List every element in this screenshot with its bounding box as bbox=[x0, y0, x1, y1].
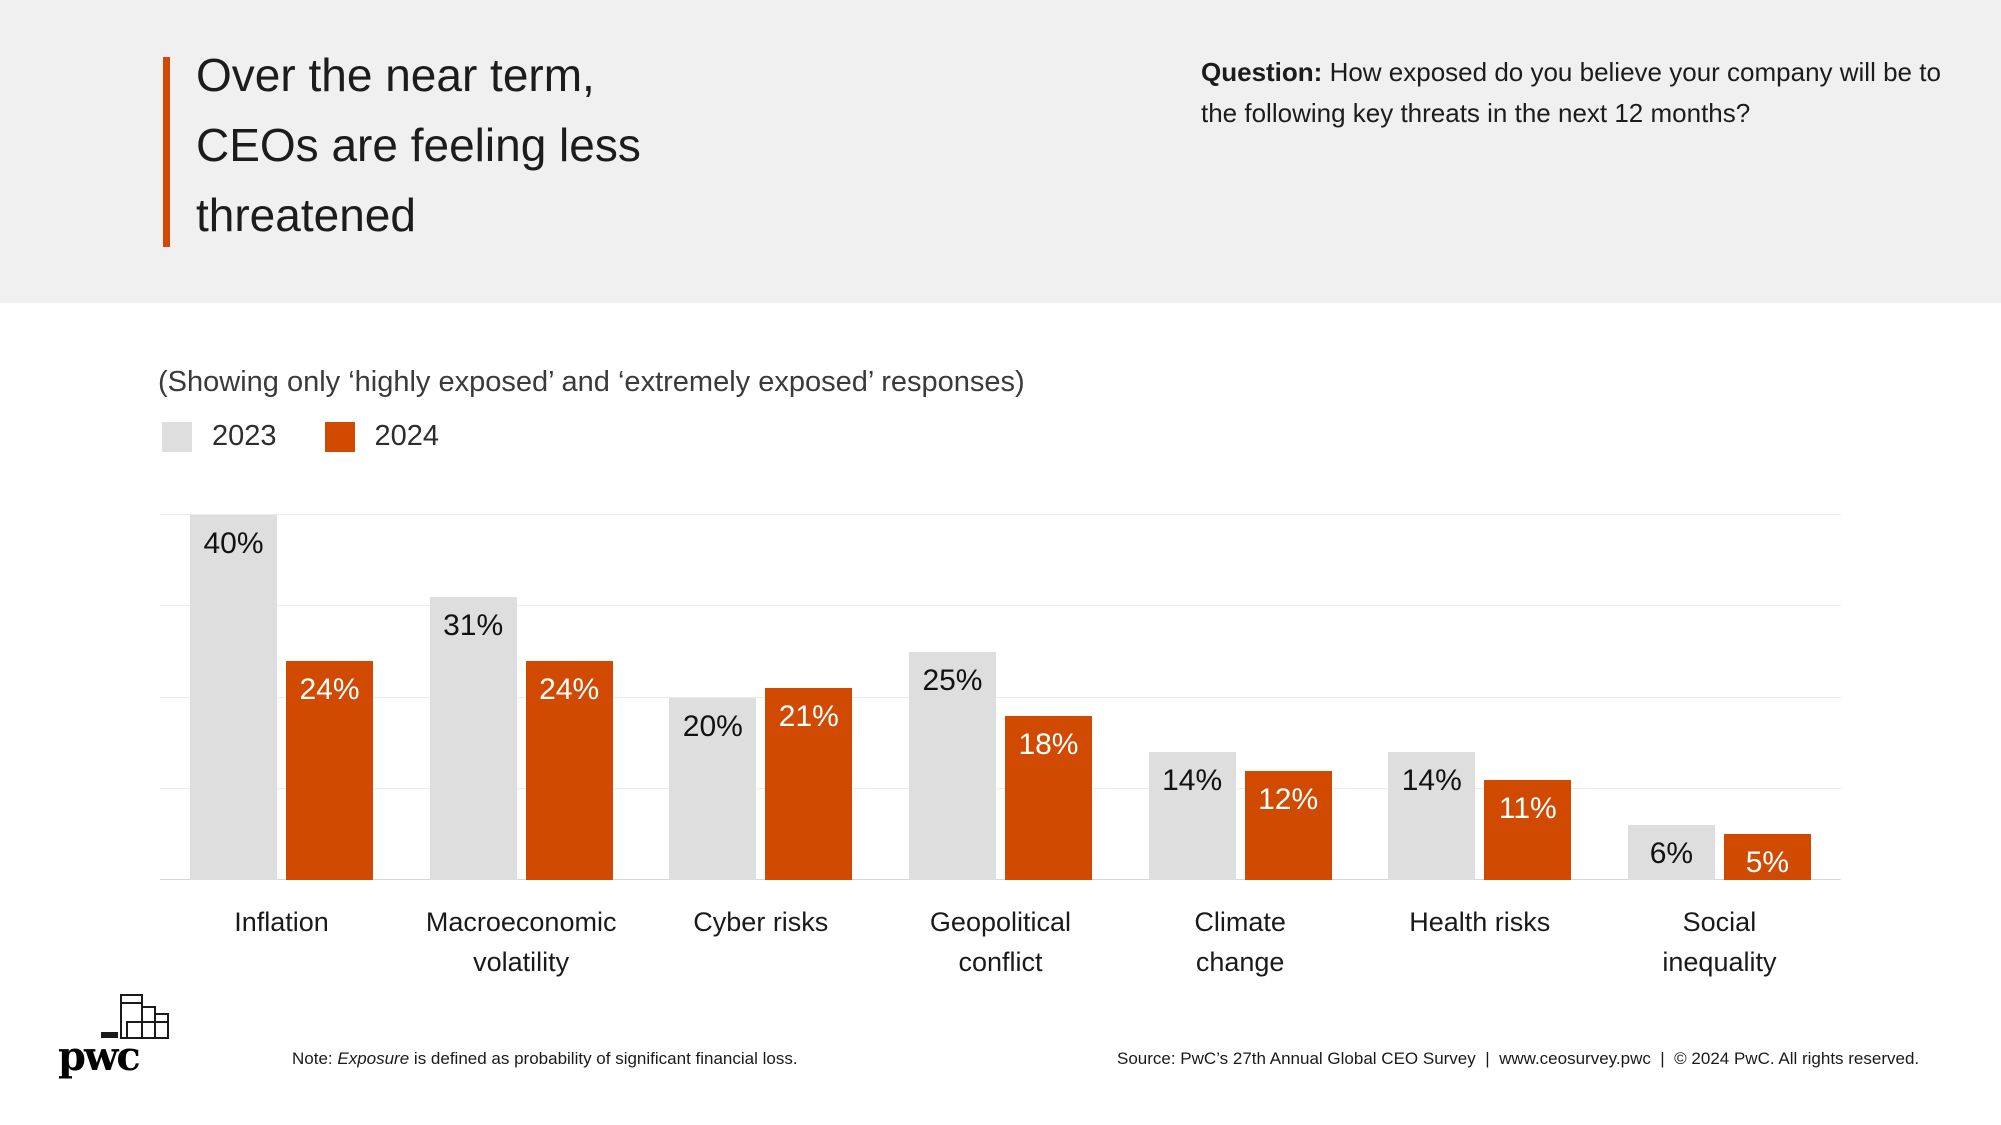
source-line: Source: PwC’s 27th Annual Global CEO Sur… bbox=[1117, 1049, 1920, 1068]
bar-2024-health-risks: 11% bbox=[1484, 779, 1572, 880]
legend-swatch-2024 bbox=[324, 421, 355, 452]
legend-label: 2024 bbox=[374, 420, 440, 452]
bar-2023-inflation: 40% bbox=[190, 515, 277, 880]
gridline-0 bbox=[160, 879, 1841, 880]
category-label-text: Inflation bbox=[234, 907, 329, 937]
category-label-health-risks: Health risks bbox=[1388, 902, 1571, 982]
bar-2024-climate-change: 12% bbox=[1244, 770, 1332, 880]
bar-2023-cyber-risks: 20% bbox=[669, 697, 757, 880]
legend-item-2023: 2023 bbox=[162, 420, 277, 453]
bar-2024-cyber-risks: 21% bbox=[765, 688, 853, 880]
bar-value-label: 5% bbox=[1745, 846, 1790, 880]
footnote-term: Exposure bbox=[337, 1049, 410, 1068]
bar-group-climate-change: 14% 12% bbox=[1148, 752, 1332, 880]
category-label-geopolitical-conflict: Geopolitical conflict bbox=[909, 902, 1092, 982]
legend-label: 2023 bbox=[212, 420, 277, 452]
chart-subtitle: (Showing only ‘highly exposed’ and ‘extr… bbox=[158, 366, 1025, 398]
bar-value-label: 11% bbox=[1498, 791, 1557, 825]
pwc-logo-icon bbox=[101, 994, 169, 1039]
bar-2024-inflation: 24% bbox=[286, 661, 373, 880]
plot-area: 40% 24% 31% 24% 20% 21% 25% 18% 14% 12% 14% 11% 6% 5% bbox=[160, 515, 1841, 880]
footnote-rest: is defined as probability of significant… bbox=[409, 1049, 798, 1068]
footnote: Note: Exposure is defined as probability… bbox=[292, 1049, 798, 1069]
category-label-text: Health risks bbox=[1409, 907, 1551, 937]
category-label-climate-change: Climate change bbox=[1149, 902, 1332, 982]
category-label-inflation: Inflation bbox=[190, 902, 373, 982]
bar-value-label: 6% bbox=[1649, 837, 1694, 871]
header-band: Over the near term, CEOs are feeling les… bbox=[0, 0, 2001, 303]
bar-2023-macroeconomic-volatility: 31% bbox=[429, 597, 517, 880]
gridline-30 bbox=[160, 605, 1841, 607]
category-label-text: Climate change bbox=[1194, 907, 1286, 977]
bar-2023-health-risks: 14% bbox=[1388, 752, 1476, 880]
category-label-cyber-risks: Cyber risks bbox=[669, 902, 852, 982]
bar-value-label: 14% bbox=[1401, 764, 1462, 798]
category-label-text: Social inequality bbox=[1662, 907, 1777, 977]
bar-value-label: 31% bbox=[443, 609, 504, 643]
bar-value-label: 40% bbox=[203, 527, 264, 560]
legend-item-2024: 2024 bbox=[324, 420, 440, 453]
footnote-label: Note: bbox=[292, 1049, 338, 1068]
bar-group-health-risks: 14% 11% bbox=[1388, 752, 1572, 880]
bar-group-geopolitical-conflict: 25% 18% bbox=[908, 651, 1092, 880]
category-label-text: Cyber risks bbox=[693, 907, 829, 937]
bar-2024-geopolitical-conflict: 18% bbox=[1004, 715, 1092, 880]
bar-value-label: 24% bbox=[299, 673, 360, 706]
gridline-10 bbox=[160, 787, 1841, 789]
legend-swatch-2023 bbox=[162, 421, 192, 452]
pwc-logo-wordmark: pwc bbox=[58, 1033, 141, 1080]
bar-value-label: 21% bbox=[778, 700, 839, 734]
bar-2024-social-inequality: 5% bbox=[1723, 834, 1811, 880]
question-label: Question: bbox=[1201, 57, 1323, 87]
bar-value-label: 18% bbox=[1018, 727, 1079, 761]
question-text: Question: How exposed do you believe you… bbox=[1201, 52, 1949, 134]
title-accent-bar bbox=[163, 57, 170, 247]
bar-value-label: 20% bbox=[682, 709, 743, 743]
gridline-20 bbox=[160, 696, 1841, 698]
bar-value-label: 12% bbox=[1258, 782, 1319, 816]
bar-group-social-inequality: 6% 5% bbox=[1627, 825, 1811, 880]
bar-chart: 40% 24% 31% 24% 20% 21% 25% 18% 14% 12% 14% 11% 6% 5% bbox=[160, 514, 1841, 880]
bar-value-label: 25% bbox=[922, 663, 983, 697]
gridline-40 bbox=[160, 514, 1841, 515]
legend: 2023 2024 bbox=[162, 420, 439, 453]
bar-2024-macroeconomic-volatility: 24% bbox=[525, 661, 613, 880]
category-label-text: Geopolitical conflict bbox=[929, 907, 1071, 977]
bar-value-label: 24% bbox=[539, 673, 600, 706]
page-title: Over the near term, CEOs are feeling les… bbox=[196, 49, 641, 241]
bar-group-inflation: 40% 24% bbox=[190, 515, 373, 880]
bar-group-cyber-risks: 20% 21% bbox=[669, 688, 853, 880]
bar-value-label: 14% bbox=[1162, 764, 1223, 798]
category-axis: Inflation Macroeconomic volatility Cyber r… bbox=[160, 902, 1841, 982]
bar-2023-climate-change: 14% bbox=[1148, 752, 1236, 880]
bar-group-macroeconomic-volatility: 31% 24% bbox=[429, 597, 613, 880]
category-label-social-inequality: Social inequality bbox=[1628, 902, 1811, 982]
bar-2023-social-inequality: 6% bbox=[1627, 825, 1715, 880]
bar-2023-geopolitical-conflict: 25% bbox=[908, 651, 996, 880]
category-label-text: Macroeconomic volatility bbox=[425, 907, 617, 977]
question-body: How exposed do you believe your company … bbox=[1201, 57, 1941, 128]
category-label-macroeconomic-volatility: Macroeconomic volatility bbox=[426, 902, 617, 982]
